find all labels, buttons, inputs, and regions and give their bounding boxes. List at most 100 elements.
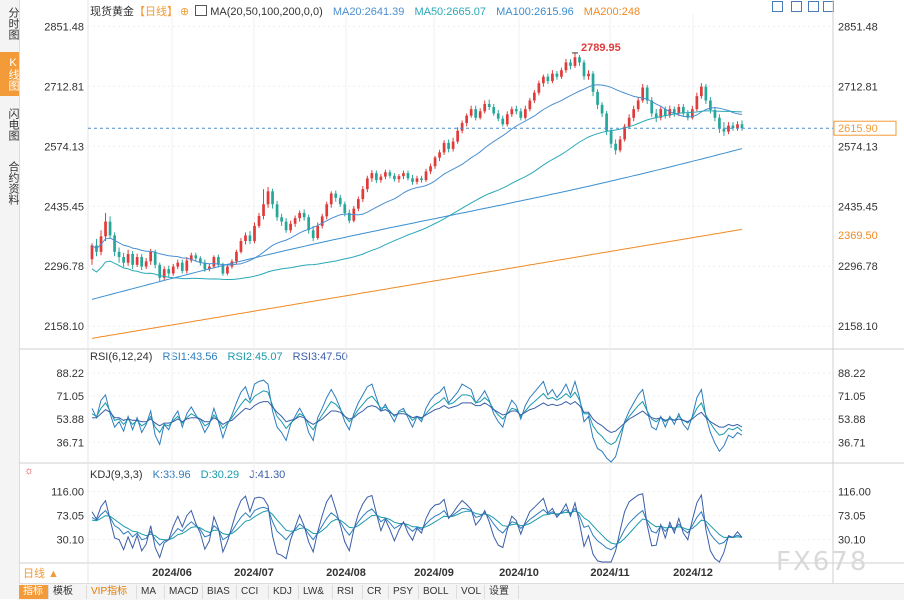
restore-icon[interactable]	[808, 1, 819, 12]
settings-icon[interactable]: ⊕	[180, 6, 190, 18]
candle	[113, 232, 116, 257]
candle	[275, 200, 279, 221]
toolbar-item[interactable]: BOLL	[419, 585, 457, 599]
kdj-line-d	[91, 510, 743, 545]
ma100-line	[91, 148, 743, 300]
candle-body	[162, 269, 166, 278]
tab-flash-chart[interactable]: 闪电图	[7, 107, 19, 141]
ma200-line	[91, 228, 743, 339]
candle	[650, 97, 654, 117]
toolbar-item[interactable]: VIP指标	[87, 585, 137, 599]
candle	[271, 188, 274, 209]
tab-kline[interactable]: K线图	[0, 52, 19, 96]
candle-body	[384, 172, 387, 177]
candle	[266, 186, 270, 208]
candle-body	[578, 57, 581, 63]
candle	[302, 209, 306, 221]
grid-icon[interactable]	[791, 1, 802, 12]
y-tick-label-left: 2851.48	[44, 21, 84, 33]
kdj-header: KDJ(9,3,3) K:33.96 D:30.29 J:41.30	[90, 469, 292, 481]
toolbar-item[interactable]: MA	[137, 585, 165, 599]
candle-body	[429, 166, 432, 172]
candle-body	[686, 113, 690, 118]
y-tick-label-right: 2851.48	[838, 21, 878, 33]
candle	[298, 210, 301, 222]
candle-body	[533, 92, 536, 101]
candle	[564, 58, 568, 73]
toolbar-item[interactable]: PSY	[389, 585, 419, 599]
candle-body	[284, 221, 288, 231]
candle-body	[677, 106, 681, 114]
gear-icon[interactable]: ☼	[24, 465, 35, 477]
candle-body	[334, 193, 338, 198]
toolbar-item[interactable]: 设置	[485, 585, 519, 599]
candle-body	[736, 124, 739, 129]
y-tick-label-left: 2158.10	[44, 321, 84, 333]
candle-body	[122, 257, 125, 263]
candle-body	[402, 173, 405, 177]
toolbar-item[interactable]: KDJ	[269, 585, 299, 599]
candle-body	[465, 115, 469, 123]
tab-timeshare[interactable]: 分时图	[7, 6, 19, 40]
candle-body	[487, 103, 491, 107]
candle	[189, 252, 193, 263]
candle-body	[555, 73, 559, 77]
ma-settings-icon[interactable]	[195, 5, 208, 16]
toolbar-item[interactable]: CR	[363, 585, 389, 599]
candle-body	[492, 106, 496, 114]
candle	[596, 89, 599, 110]
kdj-tick-label-left: 30.10	[56, 535, 84, 547]
toolbar-item[interactable]: LW&	[299, 585, 333, 599]
candle-body	[108, 221, 112, 236]
toolbar-item[interactable]: 指标	[19, 585, 49, 599]
toolbar-item[interactable]: RSI	[333, 585, 363, 599]
candle	[609, 128, 613, 149]
candle	[542, 74, 545, 87]
candle	[153, 249, 157, 269]
candle-body	[320, 216, 324, 226]
candle-body	[420, 178, 423, 181]
period-selector[interactable]: 日线 ▲	[23, 568, 59, 580]
candle-body	[117, 251, 121, 258]
candle	[496, 110, 500, 122]
rsi-tick-label-left: 88.22	[56, 368, 84, 380]
x-tick-label: 2024/10	[499, 567, 539, 579]
candle-body	[153, 251, 157, 265]
candle-body	[311, 230, 315, 239]
instrument-title: 现货黄金	[90, 6, 134, 18]
candle	[415, 175, 419, 185]
candle	[614, 139, 617, 155]
candle-body	[609, 130, 613, 144]
candle-body	[542, 76, 545, 84]
candle-body	[365, 178, 369, 190]
candle	[226, 263, 229, 276]
candle	[212, 255, 216, 269]
candle	[104, 212, 107, 242]
candle	[731, 122, 735, 131]
candle-body	[329, 193, 333, 205]
watermark: FX678	[776, 547, 869, 577]
candle	[280, 213, 283, 226]
maximize-icon[interactable]	[823, 1, 834, 12]
y-tick-label-left: 2712.81	[44, 81, 84, 93]
candle	[700, 83, 703, 99]
toolbar-item[interactable]: 模板	[49, 585, 87, 599]
candle-body	[126, 254, 130, 263]
candle-body	[180, 262, 184, 271]
candle	[397, 174, 401, 183]
candle	[424, 168, 428, 182]
candle-body	[343, 204, 347, 213]
candle-body	[347, 212, 351, 221]
toolbar-item[interactable]: BIAS	[203, 585, 237, 599]
tab-contract-info[interactable]: 合约资料	[7, 161, 19, 205]
toolbar-item[interactable]: VOL	[457, 585, 485, 599]
candle	[623, 123, 626, 142]
toolbar-item[interactable]: MACD	[165, 585, 203, 599]
toolbar-item[interactable]: CCI	[237, 585, 269, 599]
candle-body	[636, 100, 640, 110]
candle-body	[510, 109, 514, 115]
fullscreen-icon[interactable]	[772, 1, 783, 12]
candle	[740, 120, 744, 131]
candle	[573, 52, 577, 69]
